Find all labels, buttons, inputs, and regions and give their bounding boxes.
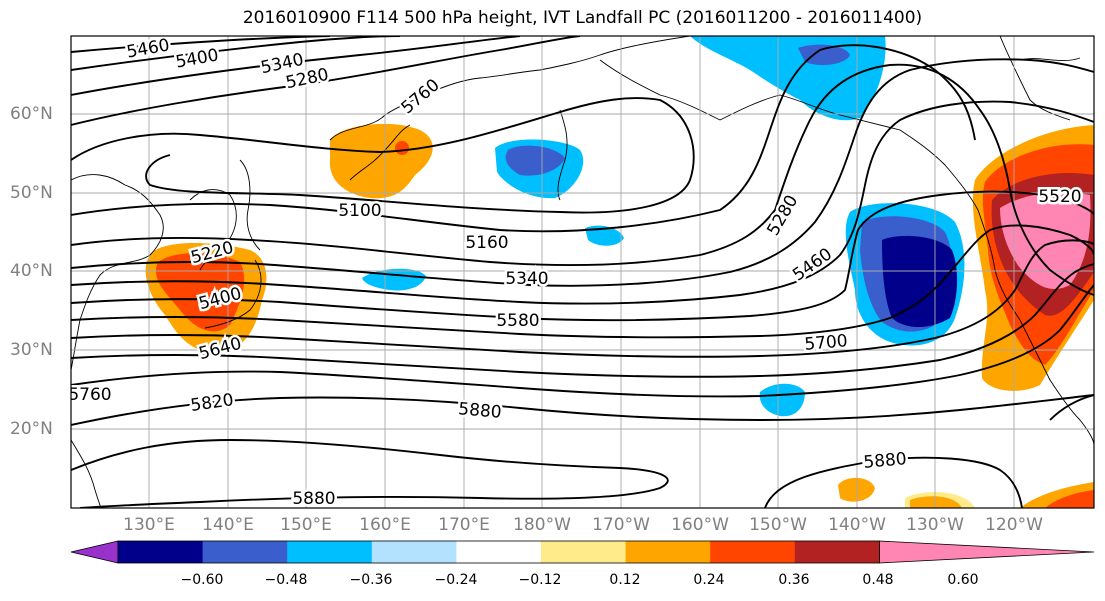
contour-label: 5520 <box>1038 187 1081 207</box>
colorbar-tick: −0.48 <box>264 572 308 588</box>
colorbar-swatch <box>794 541 880 563</box>
contour-label: 5100 <box>338 201 381 221</box>
colorbar-tick: 0.48 <box>862 572 894 588</box>
lon-label: 170°W <box>592 515 650 535</box>
lon-label: 170°E <box>438 515 490 535</box>
lon-label: 130°E <box>123 515 175 535</box>
colorbar-extend-min <box>70 540 119 564</box>
colorbar-tick: 0.60 <box>947 572 979 588</box>
contour-label: 5880 <box>863 449 908 473</box>
lon-label: 140°E <box>202 515 254 535</box>
colorbar-tick: 0.36 <box>778 572 810 588</box>
colorbar-tick: 0.24 <box>693 572 725 588</box>
contour-label: 5700 <box>804 331 849 355</box>
colorbar <box>70 540 1095 564</box>
lon-label: 150°W <box>749 515 807 535</box>
map-title: 2016010900 F114 500 hPa height, IVT Land… <box>242 8 923 28</box>
lat-label: 60°N <box>10 104 53 124</box>
colorbar-tick: 0.12 <box>609 572 641 588</box>
colorbar-tick: −0.36 <box>349 572 393 588</box>
lon-label: 150°E <box>280 515 332 535</box>
colorbar-swatch <box>710 541 796 563</box>
contour-label: 5580 <box>496 311 539 331</box>
colorbar-swatch <box>625 541 711 563</box>
lon-label: 130°W <box>906 515 964 535</box>
lat-label: 20°N <box>10 419 53 439</box>
colorbar-swatch <box>371 541 457 563</box>
contour-label: 5880 <box>457 399 502 423</box>
colorbar-swatch <box>287 541 373 563</box>
contour-label: 5760 <box>68 385 111 405</box>
colorbar-swatch <box>541 541 627 563</box>
lon-label: 160°E <box>359 515 411 535</box>
contour-label: 5160 <box>465 233 508 253</box>
colorbar-swatch <box>456 541 542 563</box>
lat-label: 30°N <box>10 340 53 360</box>
lon-label: 160°W <box>671 515 729 535</box>
colorbar-extend-max <box>879 540 1095 564</box>
graticule <box>71 36 1094 508</box>
lon-label: 140°W <box>828 515 886 535</box>
contour-label: 5880 <box>292 489 335 509</box>
lat-label: 40°N <box>10 261 53 281</box>
lon-label: 180°W <box>513 515 571 535</box>
height-contours <box>71 36 1094 508</box>
colorbar-tick: −0.12 <box>518 572 562 588</box>
colorbar-swatch <box>118 541 204 563</box>
lon-label: 120°W <box>985 515 1043 535</box>
colorbar-swatch <box>202 541 288 563</box>
colorbar-tick: −0.24 <box>434 572 478 588</box>
contour-label: 5340 <box>505 269 548 289</box>
lat-label: 50°N <box>10 183 53 203</box>
colorbar-tick: −0.60 <box>180 572 224 588</box>
